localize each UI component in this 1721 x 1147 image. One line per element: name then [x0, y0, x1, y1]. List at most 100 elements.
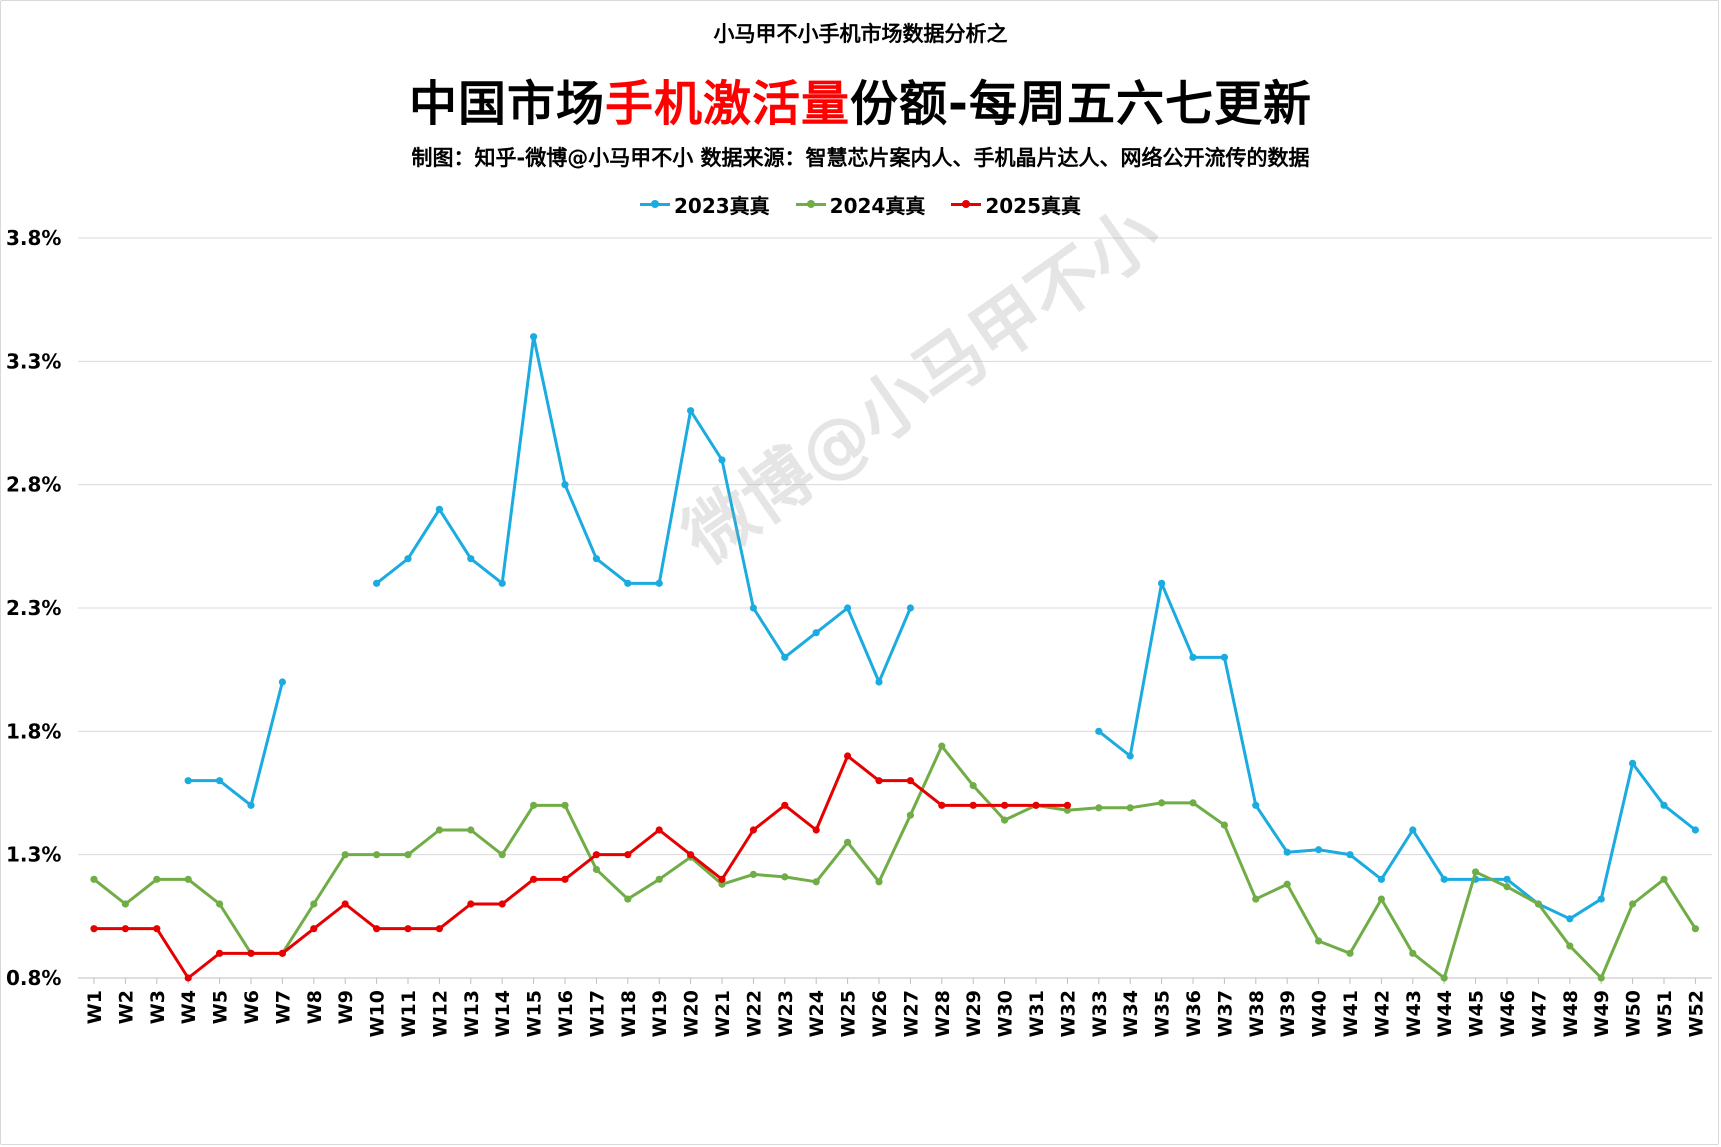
- series-point-2: [310, 925, 318, 933]
- series-point-0: [592, 555, 601, 563]
- series-point-2: [906, 777, 915, 785]
- series-point-1: [498, 851, 506, 859]
- series-point-0: [561, 481, 569, 489]
- y-tick-label: 3.3%: [6, 349, 61, 373]
- series-point-2: [341, 900, 349, 908]
- series-point-0: [1283, 848, 1291, 856]
- series-point-1: [1001, 816, 1009, 824]
- series-line-0: [375, 335, 912, 684]
- series-point-1: [373, 851, 381, 859]
- series-point-2: [781, 801, 789, 809]
- x-tick-label: W21: [712, 990, 734, 1037]
- legend-swatch-2023: [639, 200, 670, 208]
- series-point-2: [969, 801, 977, 809]
- series-point-1: [435, 826, 443, 834]
- series-point-0: [467, 555, 475, 563]
- series-line-1: [93, 744, 1697, 980]
- x-tick-label: W30: [995, 990, 1017, 1037]
- series-point-1: [1158, 799, 1166, 807]
- x-tick-label: W39: [1277, 990, 1299, 1037]
- title-highlight: 手机激活量: [605, 76, 851, 132]
- series-point-0: [1315, 846, 1323, 854]
- series-point-1: [1220, 821, 1228, 829]
- series-point-2: [1001, 801, 1009, 809]
- series-point-1: [655, 875, 663, 883]
- series-point-0: [1252, 801, 1260, 809]
- x-tick-label: W16: [555, 990, 577, 1037]
- series-point-0: [404, 555, 412, 563]
- series-point-0: [1629, 759, 1637, 768]
- x-tick-label: W13: [461, 990, 483, 1037]
- series-point-1: [781, 873, 789, 881]
- legend-label-2025: 2025真真: [985, 194, 1081, 218]
- x-tick-label: W37: [1214, 990, 1236, 1037]
- x-tick-label: W27: [900, 990, 922, 1037]
- series-point-1: [561, 801, 569, 809]
- series-point-1: [1629, 900, 1637, 908]
- series-point-1: [90, 875, 98, 883]
- x-tick-label: W45: [1466, 990, 1488, 1037]
- x-tick-label: W42: [1371, 990, 1393, 1037]
- legend-swatch-2025: [951, 200, 982, 208]
- y-tick-label: 0.8%: [6, 966, 61, 990]
- series-point-1: [1440, 974, 1448, 982]
- series-point-1: [467, 826, 475, 834]
- series-point-2: [216, 949, 224, 957]
- series-point-1: [530, 801, 538, 809]
- x-tick-label: W33: [1089, 990, 1111, 1037]
- legend-swatch-2024: [795, 200, 826, 208]
- x-tick-label: W25: [838, 990, 860, 1037]
- x-tick-label: W5: [210, 990, 232, 1024]
- x-tick-label: W36: [1183, 990, 1205, 1037]
- y-tick-label: 3.8%: [6, 226, 61, 250]
- series-point-1: [875, 878, 883, 886]
- series-point-2: [655, 826, 663, 834]
- series-point-2: [592, 851, 601, 859]
- series-point-1: [1346, 949, 1354, 957]
- series-point-0: [1597, 895, 1605, 903]
- series-point-0: [435, 505, 443, 513]
- series-point-0: [906, 604, 915, 612]
- series-point-1: [1063, 806, 1071, 814]
- series-line-0: [1097, 581, 1697, 921]
- series-point-1: [844, 838, 852, 846]
- series-point-1: [1283, 880, 1291, 888]
- title-part2: 份额-每周五六七更新: [850, 76, 1312, 132]
- x-tick-label: W31: [1026, 990, 1048, 1037]
- y-tick-label: 2.3%: [6, 596, 61, 620]
- x-tick-label: W40: [1309, 990, 1331, 1037]
- x-tick-label: W9: [335, 990, 357, 1024]
- series-point-1: [1660, 875, 1668, 883]
- x-tick-label: W4: [178, 990, 200, 1024]
- series-point-1: [1691, 925, 1699, 933]
- x-tick-label: W10: [367, 990, 389, 1037]
- series-point-1: [718, 880, 726, 888]
- title-part1: 中国市场: [409, 76, 606, 132]
- series-point-2: [435, 925, 443, 933]
- series-point-0: [1095, 727, 1103, 735]
- series-point-0: [1440, 875, 1448, 883]
- x-tick-label: W11: [398, 990, 420, 1037]
- chart-pretitle: 小马甲不小手机市场数据分析之: [713, 22, 1008, 46]
- x-tick-label: W7: [272, 990, 294, 1024]
- series-point-0: [247, 801, 255, 809]
- y-tick-label: 2.8%: [6, 473, 61, 497]
- series-point-1: [216, 900, 224, 908]
- x-tick-label: W29: [963, 990, 985, 1037]
- series-point-1: [592, 865, 601, 874]
- series-line-2: [94, 754, 1068, 980]
- chart-title: 中国市场手机激活量份额-每周五六七更新: [0, 64, 1721, 134]
- series-point-1: [184, 875, 192, 883]
- series-point-1: [749, 870, 758, 879]
- series-point-0: [1189, 653, 1197, 661]
- series-point-2: [247, 949, 255, 957]
- series-point-0: [1691, 826, 1699, 834]
- series-point-0: [1409, 826, 1417, 834]
- legend-label-2024: 2024真真: [829, 194, 926, 218]
- series-point-2: [153, 925, 161, 933]
- chart-subtitle: 制图：知乎-微博@小马甲不小 数据来源：智慧芯片案内人、手机晶片达人、网络公开流…: [411, 146, 1310, 170]
- series-point-2: [812, 826, 820, 834]
- series-point-1: [624, 895, 632, 903]
- series-point-1: [1095, 804, 1103, 812]
- series-point-1: [1472, 868, 1480, 876]
